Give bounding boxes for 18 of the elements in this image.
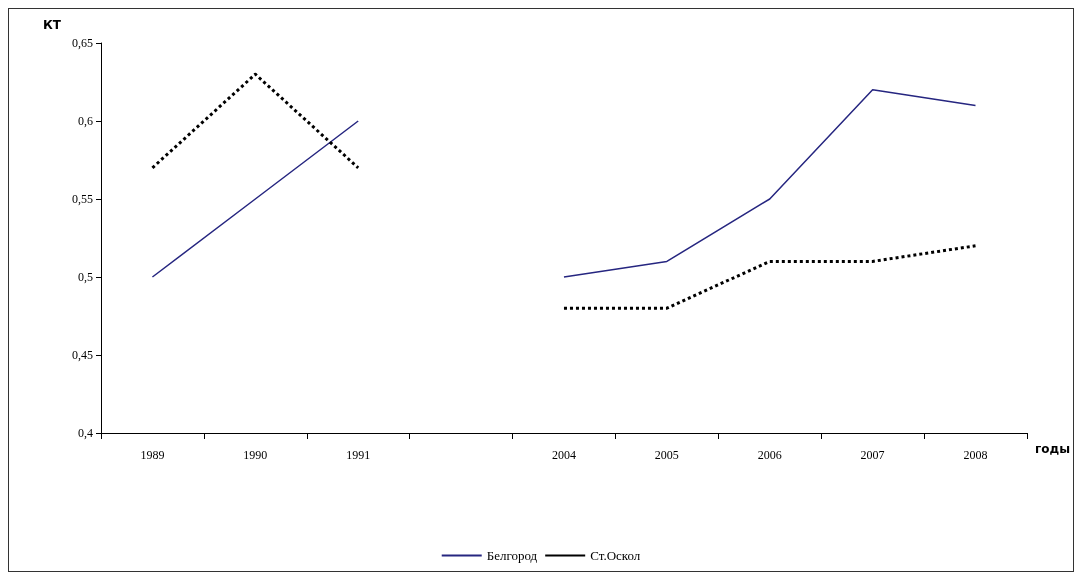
x-tick-label: 2006	[757, 448, 782, 462]
y-tick-label: 0,55	[72, 192, 93, 206]
y-tick-label: 0,5	[78, 270, 93, 284]
x-tick-label: 1991	[346, 448, 371, 462]
y-tick-label: 0,4	[78, 426, 93, 440]
y-tick-label: 0,65	[72, 36, 93, 50]
y-axis-title: КТ	[43, 18, 62, 32]
x-tick-label: 2004	[551, 448, 576, 462]
legend-label: Ст.Оскол	[590, 548, 641, 563]
x-tick-label: 1990	[243, 448, 268, 462]
x-axis-title: годы	[1034, 442, 1071, 456]
x-tick-label: 2005	[654, 448, 679, 462]
y-tick-label: 0,45	[72, 348, 93, 362]
x-tick-label: 1989	[140, 448, 165, 462]
y-tick-label: 0,6	[78, 114, 93, 128]
x-tick-label: 2008	[963, 448, 988, 462]
legend-label: Белгород	[486, 548, 538, 563]
x-tick-label: 2007	[860, 448, 885, 462]
